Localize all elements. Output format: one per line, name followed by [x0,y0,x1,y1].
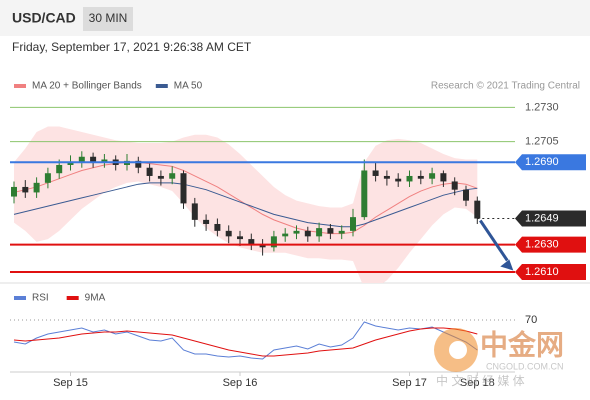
level-label: 1.2690 [525,156,559,168]
level-label: 1.2705 [525,136,559,148]
candle-body [44,173,51,183]
level-tag [515,264,586,281]
legend-label: RSI [32,293,49,304]
legend-key [14,84,26,88]
candle-body [350,217,356,231]
x-tick-label: Sep 17 [392,377,427,389]
legend-key [155,84,168,88]
level-tag [515,236,586,253]
legend-label: MA 50 [174,81,203,92]
candle-body [33,182,40,193]
candle-body [440,173,447,182]
watermark-brand: 中金网 [480,328,564,360]
rsi-line [13,321,478,360]
chart-title: USD/CAD [12,10,76,26]
candle-body [463,189,469,201]
candle-body [225,230,232,237]
watermark: 中金网 CNGOLD.COM.CN 中 文 财 经 媒 体 [434,328,564,388]
subtitle: Friday, September 17, 2021 9:26:38 AM CE… [12,40,252,54]
forecast-arrow [479,219,509,262]
candle-body [429,173,436,179]
y-tick-label: 70 [525,314,537,326]
candle-body [372,170,379,176]
candle-body [406,175,413,182]
candle-body [248,239,255,245]
forecast-arrowhead [500,259,514,271]
candle-body [90,156,97,163]
rsi-line [13,327,478,357]
candle-body [270,236,277,248]
candle-body [474,200,481,219]
candle-body [11,186,17,197]
candle-body [135,160,142,168]
candle-body [304,230,311,237]
legend-label: MA 20 + Bollinger Bands [32,81,142,92]
candle-body [146,167,153,176]
candle-body [338,230,345,234]
candle-body [383,175,390,179]
bollinger-band [14,126,478,283]
level-label: 1.2610 [525,266,559,278]
candle-body [451,181,458,190]
legend-label: 9MA [85,293,106,304]
candle-body [157,175,164,179]
candle-body [67,162,74,165]
source: Research © 2021 Trading Central [431,81,580,92]
candle-body [180,173,187,204]
candle-body [327,228,334,234]
candle-body [395,178,402,182]
candle-body [237,236,243,240]
x-tick-label: Sep 15 [53,377,88,389]
level-label: 1.2649 [525,212,559,224]
candle-body [78,156,85,163]
ma-line [13,182,478,228]
candle-body [214,223,221,231]
candle-body [203,219,210,224]
candle-body [293,230,300,234]
candle-body [259,244,266,248]
x-tick-label: Sep 16 [223,377,258,389]
timeframe-badge [83,7,133,31]
x-tick-label: Sep 18 [460,377,495,389]
legend-key [14,296,26,300]
timeframe: 30 MIN [89,11,128,25]
level-label: 1.2630 [525,238,559,250]
watermark-site: CNGOLD.COM.CN [486,361,564,371]
candle-body [169,173,176,179]
candle-body [22,186,29,193]
level-tag [515,154,586,171]
watermark-logo-inner [449,341,467,359]
candle-body [316,228,323,237]
watermark-tagline: 中 文 财 经 媒 体 [436,373,525,388]
candle-body [417,175,424,179]
candle-body [101,159,108,163]
candle-body [361,170,368,218]
level-label: 1.2730 [525,101,559,113]
level-tag [515,210,586,227]
legend-key [66,296,79,300]
candle-body [282,233,289,237]
candle-body [56,164,63,174]
candle-body [191,203,198,220]
